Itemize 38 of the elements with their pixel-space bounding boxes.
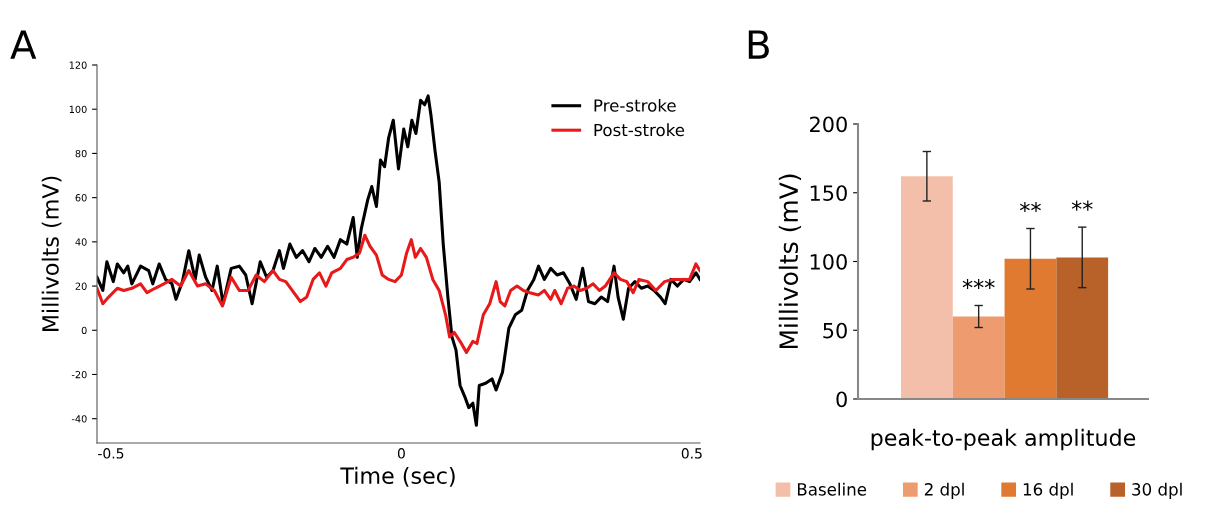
y-tick-label: 150	[810, 185, 847, 201]
y-tick-label: -20	[71, 370, 87, 379]
legend-label: Post-stroke	[594, 123, 685, 137]
legend-label: Pre-stroke	[594, 98, 676, 112]
y-axis-title: Millivolts (mV)	[41, 176, 62, 331]
annotation: **	[1020, 201, 1041, 213]
bar	[1056, 257, 1109, 399]
y-tick-label: 60	[75, 194, 87, 202]
y-tick-label: 20	[75, 282, 87, 290]
line-series	[97, 233, 700, 354]
bar	[900, 176, 953, 399]
legend-label: 30 dpl	[1132, 482, 1182, 499]
chart-title: A	[10, 30, 37, 59]
bar	[1004, 258, 1057, 399]
legend-label: Baseline	[797, 482, 867, 496]
line-series	[97, 94, 700, 427]
y-axis-title: Millivolts (mV)	[778, 174, 802, 349]
y-tick-label: -40	[71, 415, 87, 423]
y-tick-label: 50	[823, 322, 847, 339]
y-tick-label: 100	[810, 253, 847, 270]
x-axis-title: Time (sec)	[340, 466, 455, 487]
legend-label: 2 dpl	[924, 482, 964, 499]
x-tick-label: 0.5	[681, 448, 702, 459]
bar	[952, 316, 1005, 399]
y-tick-label: 0	[81, 326, 87, 335]
annotation: ***	[962, 278, 995, 290]
x-tick-label: 0	[397, 448, 405, 459]
annotation: **	[1071, 200, 1093, 211]
chart-title: B	[748, 30, 769, 59]
x-axis-title: peak-to-peak amplitude	[871, 428, 1136, 451]
y-tick-label: 200	[810, 116, 847, 133]
y-tick-label: 40	[75, 238, 87, 246]
x-tick-label: -0.5	[98, 448, 124, 459]
y-tick-label: 120	[69, 61, 87, 69]
y-tick-label: 80	[75, 149, 87, 158]
legend-label: 16 dpl	[1023, 482, 1073, 499]
y-tick-label: 0	[836, 391, 847, 408]
y-tick-label: 100	[69, 105, 87, 114]
